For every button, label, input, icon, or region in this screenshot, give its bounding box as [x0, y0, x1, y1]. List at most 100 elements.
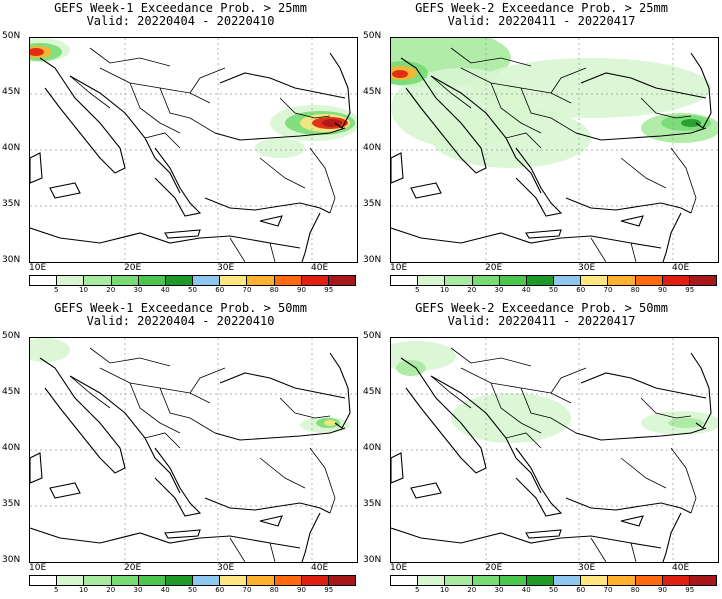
- panel-valid-dates: Valid: 20220411 - 20220417: [447, 314, 636, 328]
- colorbar-swatch: [57, 276, 85, 285]
- country-border: [550, 367, 587, 394]
- precip-area: [255, 138, 305, 158]
- latitude-label: 35N: [363, 199, 382, 209]
- colorbar-swatch: [193, 576, 221, 585]
- colorbar-tick-label: 10: [79, 286, 88, 294]
- precip-area: [392, 70, 408, 78]
- panel-valid-dates: Valid: 20220404 - 20220410: [86, 14, 275, 28]
- colorbar-swatch: [499, 576, 527, 585]
- country-border: [640, 397, 692, 419]
- latitude-label: 30N: [363, 255, 382, 265]
- coastline: [259, 515, 283, 527]
- panel-title: GEFS Week-1 Exceedance Prob. > 25mm: [54, 1, 307, 15]
- colorbar-tick-label: 80: [630, 586, 640, 594]
- country-border: [505, 132, 542, 149]
- country-border: [590, 237, 607, 262]
- precip-area: [324, 420, 336, 426]
- colorbar-swatch: [30, 576, 58, 585]
- country-border: [144, 132, 181, 149]
- colorbar-tick-label: 50: [549, 286, 558, 294]
- country-border: [450, 347, 532, 367]
- colorbar-swatch: [274, 576, 302, 585]
- coastline: [525, 229, 562, 239]
- colorbar-tick-label: 60: [215, 586, 225, 594]
- country-border: [144, 432, 181, 449]
- colorbar-tick-label: 5: [54, 586, 59, 594]
- coastline: [164, 229, 201, 239]
- coastline: [662, 212, 682, 262]
- precip-area: [431, 108, 591, 168]
- colorbar-swatch: [220, 576, 248, 585]
- colorbar-swatch: [472, 576, 500, 585]
- colorbar-swatch: [418, 276, 446, 285]
- colorbar-tick-label: 5: [54, 286, 59, 294]
- country-border: [640, 97, 692, 119]
- country-border: [620, 457, 667, 489]
- country-border: [620, 157, 667, 189]
- coastline: [214, 127, 346, 141]
- coastline: [565, 197, 692, 214]
- coastline: [219, 72, 346, 99]
- coastline: [30, 527, 301, 549]
- probability-map: [29, 337, 358, 563]
- coastline: [329, 352, 351, 429]
- coastline: [49, 482, 81, 499]
- colorbar-swatch: [247, 576, 275, 585]
- colorbar-tick-label: 60: [576, 286, 586, 294]
- coastline: [690, 352, 712, 429]
- map-panel: GEFS Week-2 Exceedance Prob. > 25mm Valid…: [361, 0, 722, 299]
- probability-map: [29, 37, 358, 263]
- latitude-label: 50N: [363, 331, 382, 341]
- longitude-label: 20E: [124, 263, 142, 273]
- country-border: [259, 157, 306, 189]
- country-border: [590, 537, 607, 562]
- colorbar-tick-label: 5: [415, 286, 420, 294]
- colorbar-swatch: [165, 276, 194, 285]
- longitude-label: 40E: [672, 263, 690, 273]
- coastline: [204, 497, 331, 514]
- precip-area: [668, 418, 704, 428]
- coastline: [30, 227, 301, 249]
- latitude-label: 45N: [2, 87, 21, 97]
- colorbar-swatch: [247, 276, 275, 285]
- colorbar-swatch: [445, 576, 473, 585]
- latitude-label: 40N: [363, 143, 382, 153]
- colorbar-swatch: [301, 276, 329, 285]
- coastline: [515, 447, 563, 517]
- coastline: [690, 52, 712, 129]
- coastline: [39, 57, 126, 174]
- coastline: [329, 52, 351, 129]
- country-border: [520, 87, 577, 134]
- coastline: [49, 182, 81, 199]
- latitude-label: 30N: [2, 255, 21, 265]
- country-border: [129, 382, 181, 434]
- latitude-label: 50N: [2, 331, 21, 341]
- colorbar-tick-label: 80: [269, 586, 279, 594]
- panel-title: GEFS Week-1 Exceedance Prob. > 50mm: [54, 301, 307, 315]
- colorbar-tick-label: 40: [521, 286, 531, 294]
- colorbar-tick-label: 30: [133, 586, 143, 594]
- colorbar-swatch: [193, 276, 221, 285]
- precip-area: [30, 48, 44, 56]
- coastline: [391, 152, 404, 184]
- latitude-label: 40N: [2, 143, 21, 153]
- probability-map: [390, 337, 719, 563]
- colorbar-tick-label: 40: [521, 586, 531, 594]
- country-border: [505, 432, 542, 449]
- colorbar: [29, 275, 356, 286]
- country-border: [69, 75, 111, 109]
- panel-title: GEFS Week-2 Exceedance Prob. > 50mm: [415, 301, 668, 315]
- country-border: [69, 375, 111, 409]
- colorbar-tick-label: 95: [324, 586, 334, 594]
- colorbar-swatch: [111, 576, 139, 585]
- latitude-label: 45N: [363, 387, 382, 397]
- colorbar-ticks: 5 10 20 30 40 50 60 70 80 90 95: [390, 286, 717, 296]
- colorbar-swatch: [608, 576, 636, 585]
- coastline: [580, 72, 707, 99]
- colorbar-swatch: [526, 276, 555, 285]
- latitude-label: 35N: [2, 199, 21, 209]
- coastline: [515, 147, 563, 217]
- longitude-label: 10E: [390, 563, 408, 573]
- colorbar: [390, 575, 717, 586]
- colorbar-ticks: 5 10 20 30 40 50 60 70 80 90 95: [29, 586, 356, 596]
